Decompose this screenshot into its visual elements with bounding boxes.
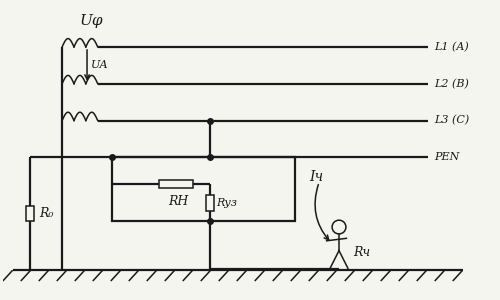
Text: Rч: Rч (353, 246, 370, 259)
Bar (26, 206, 34, 221)
Text: UА: UА (91, 60, 108, 70)
Text: R₀: R₀ (39, 207, 53, 220)
Text: PEN: PEN (434, 152, 460, 162)
Bar (158, 180, 193, 188)
Text: RН: RН (168, 195, 188, 208)
Text: L2 (B): L2 (B) (434, 79, 469, 89)
Text: Rуз: Rуз (216, 198, 238, 208)
Text: Iч: Iч (310, 170, 324, 184)
Bar (112, 158, 294, 221)
Text: L3 (C): L3 (C) (434, 116, 469, 126)
Text: L1 (A): L1 (A) (434, 42, 468, 52)
Bar (206, 195, 214, 211)
Text: Uφ: Uφ (80, 14, 103, 28)
